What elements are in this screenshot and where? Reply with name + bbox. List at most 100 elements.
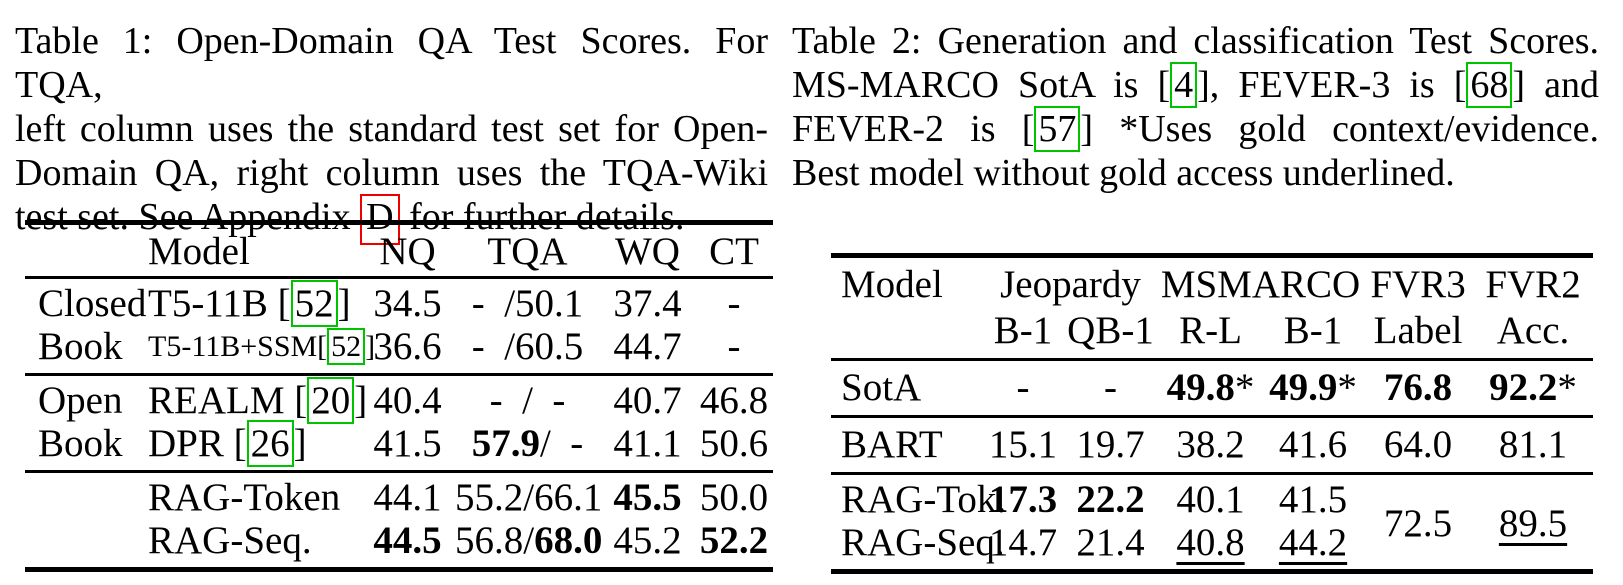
value-cell: - / - (455, 373, 600, 422)
text-segment: left column uses the standard test set f… (15, 108, 768, 150)
text-segment: - (1016, 366, 1030, 409)
value-cell: 89.5 (1473, 472, 1594, 572)
table-row: Book DPR [26] 41.5 57.9/ - 41.1 50.6 (25, 420, 773, 472)
citation-link[interactable]: 4 (1170, 62, 1198, 108)
text-segment: 89.5 (1498, 502, 1568, 545)
model-cell: RAG-Tok. (831, 472, 1006, 521)
text-segment: 68.0 (534, 519, 603, 562)
value-cell: 34.5 (360, 276, 455, 325)
text-segment: * (1234, 366, 1255, 409)
text-segment: - (727, 282, 741, 325)
column-header: Model (148, 230, 250, 273)
citation-link[interactable]: 52 (290, 280, 338, 327)
text-segment: / - (539, 422, 584, 465)
text-segment: 40.8 (1176, 521, 1245, 564)
text-segment: ] (365, 330, 376, 363)
value-cell: 17.3 (983, 472, 1063, 521)
value-cell: 40.8 (1158, 521, 1263, 572)
value-cell: 44.1 (360, 470, 455, 519)
text-segment: T5-11B+SSM[ (148, 330, 328, 363)
generation-classification-results-table: Model Jeopardy MSMARCO FVR3 FVR2 B-1 QB-1 R-L B-… (831, 253, 1594, 574)
value-cell: 19.7 (1063, 415, 1159, 474)
text-segment: - (727, 325, 741, 368)
text-segment: 44.7 (613, 325, 682, 368)
text-segment: 92.2 (1489, 366, 1558, 409)
caption-line: test set. See Appendix D for further det… (15, 194, 768, 245)
text-segment: 57.9 (471, 422, 540, 465)
value-cell: 41.5 (360, 422, 455, 472)
table-row: RAG-Tok. 17.3 22.2 40.1 41.5 72.5 89.5 (831, 472, 1594, 572)
text-segment: T5-11B [ (148, 282, 291, 325)
text-segment: 41.5 (373, 422, 442, 465)
caption-line: Best model without gold access underline… (792, 151, 1599, 195)
table-row: RAG-Seq. 44.5 56.8/68.0 45.2 52.2 (25, 519, 773, 570)
model-cell: SotA (831, 358, 983, 417)
value-cell: - (695, 325, 773, 375)
value-cell: 81.1 (1473, 415, 1594, 474)
value-cell: - /50.1 (455, 276, 600, 325)
text-segment: 37.4 (613, 282, 682, 325)
text-segment: 38.2 (1176, 423, 1245, 466)
text-segment: RAG-Tok. (841, 478, 1007, 521)
caption-line: Table 2: Generation and classification T… (792, 19, 1599, 63)
value-cell: 40.4 (360, 373, 455, 422)
value-cell: 41.6 (1263, 415, 1364, 474)
column-header: CT (709, 230, 759, 273)
value-cell: 45.5 (600, 470, 695, 519)
column-header: WQ (615, 230, 680, 273)
citation-link[interactable]: 57 (1034, 106, 1081, 152)
caption-line: left column uses the standard test set f… (15, 107, 768, 151)
open-domain-qa-results-table: Model NQ TQA WQ CT Closed T5-11B [52] 34.5- /50… (25, 220, 773, 572)
text-segment: 15.1 (988, 423, 1058, 466)
table-row: Open REALM [20] 40.4 - / - 40.7 46.8 (25, 373, 773, 424)
value-cell: 40.7 (600, 373, 695, 422)
value-cell: 64.0 (1363, 415, 1474, 474)
text-segment: Table 2: Generation and classification T… (792, 20, 1599, 62)
citation-link[interactable]: 68 (1466, 62, 1513, 108)
value-cell: - (983, 358, 1063, 417)
value-cell: 50.6 (695, 422, 773, 472)
text-segment: 46.8 (699, 379, 769, 422)
value-cell: 14.7 (983, 521, 1063, 572)
text-segment: 44.5 (373, 519, 442, 562)
value-cell: - (695, 276, 773, 325)
text-segment: 41.6 (1278, 423, 1348, 466)
model-cell: REALM [20] (148, 373, 367, 424)
value-cell: 40.1 (1158, 472, 1264, 521)
text-segment: 56.8/ (455, 519, 535, 562)
value-cell: 50.0 (695, 470, 773, 519)
group-label-cell: Book (38, 325, 123, 368)
text-segment: 49.9 (1269, 366, 1338, 409)
citation-link[interactable]: 26 (246, 420, 294, 467)
model-cell: DPR [26] (148, 420, 360, 472)
model-cell: RAG-Seq. (148, 519, 360, 570)
text-segment: SotA (841, 366, 922, 409)
table-row: BART 15.1 19.7 38.2 41.6 64.0 81.1 (831, 415, 1594, 474)
text-segment: * (1557, 366, 1577, 409)
text-segment: 45.2 (613, 519, 682, 562)
text-segment: 45.5 (613, 476, 682, 519)
group-label-cell: Open (25, 373, 148, 422)
text-segment: 17.3 (988, 478, 1058, 521)
citation-link[interactable]: 52 (327, 328, 366, 365)
citation-link[interactable]: 20 (307, 377, 355, 424)
column-header (25, 223, 148, 278)
text-segment: 44.1 (373, 476, 442, 519)
model-cell: T5-11B+SSM[52] (148, 325, 375, 375)
text-segment: 36.6 (373, 325, 442, 368)
text-segment: REALM [ (148, 379, 308, 422)
value-cell: 36.6 (360, 325, 455, 375)
value-cell: 15.1 (983, 415, 1063, 474)
value-cell: - (1063, 358, 1159, 417)
text-segment: 40.1 (1176, 478, 1245, 521)
text-segment: MS-MARCO SotA is [ (792, 64, 1171, 106)
value-cell: 46.8 (695, 373, 773, 422)
table-row: RAG-Seq. 14.7 21.4 40.8 44.2 (831, 521, 1593, 572)
text-segment: ] (293, 422, 307, 465)
appendix-link[interactable]: D (360, 194, 400, 245)
model-cell: RAG-Seq. (831, 521, 1005, 572)
text-segment: 34.5 (373, 282, 442, 325)
text-segment: ] and (1512, 64, 1599, 106)
text-segment: DPR [ (148, 422, 247, 465)
column-subheader: Acc. (1496, 309, 1570, 352)
